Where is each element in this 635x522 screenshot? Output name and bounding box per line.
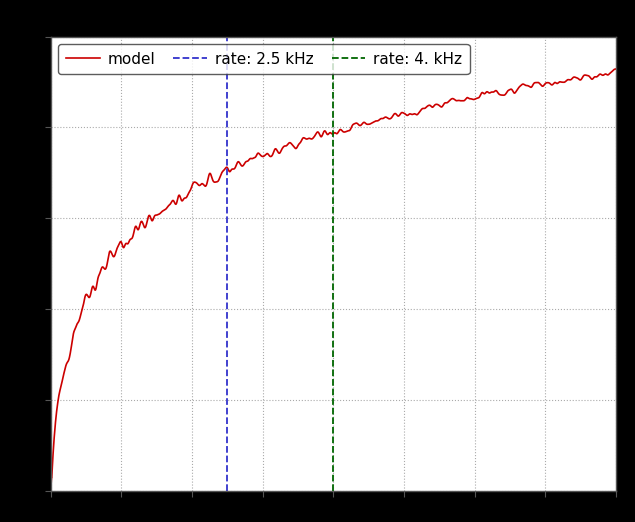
model (111, 251, 119, 257)
model (47, 485, 55, 492)
model (601, 71, 608, 77)
model (288, 141, 296, 148)
Line: model: model (51, 69, 616, 489)
model (612, 66, 620, 72)
model (145, 212, 152, 219)
model (540, 82, 548, 88)
Legend: model, rate: 2.5 kHz, rate: 4. kHz: model, rate: 2.5 kHz, rate: 4. kHz (58, 44, 469, 75)
model (264, 150, 271, 157)
